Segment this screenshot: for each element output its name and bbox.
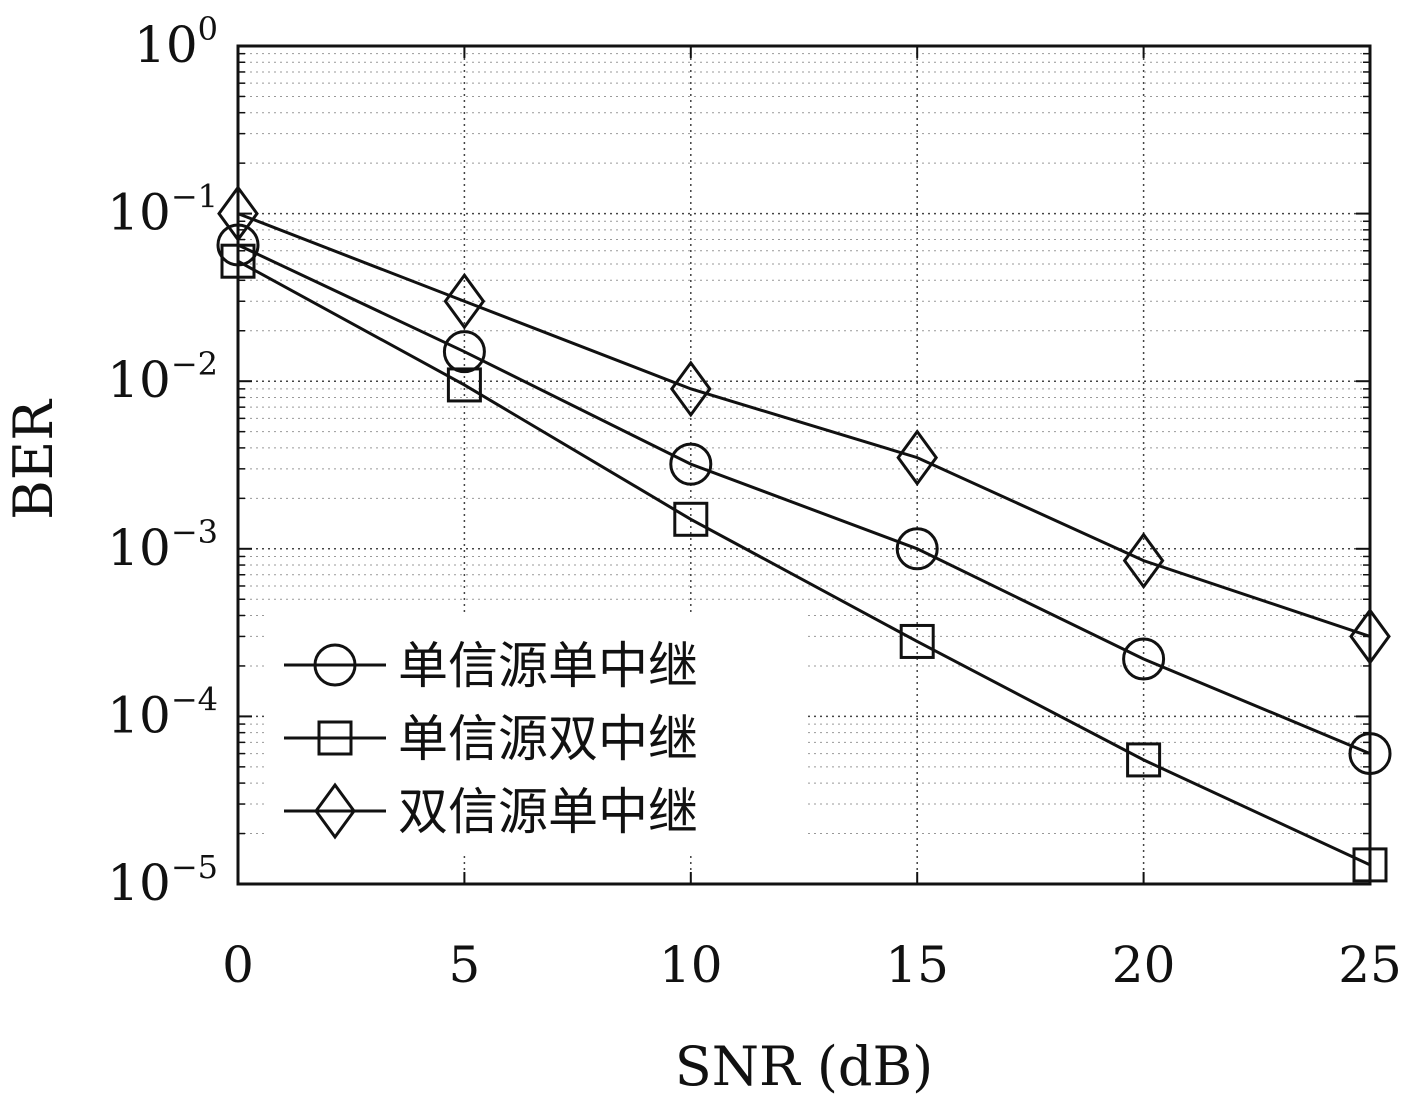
data-point-square	[1352, 847, 1388, 883]
data-point-circle	[895, 527, 939, 571]
x-tick-label: 10	[659, 936, 723, 994]
x-tick-label: 5	[448, 936, 480, 994]
data-point-square	[220, 243, 256, 279]
data-point-diamond	[1122, 532, 1165, 590]
x-tick-label: 25	[1338, 936, 1402, 994]
data-point-square	[1126, 742, 1162, 778]
axis-ticks	[237, 45, 1371, 885]
y-tick-labels: 100 10−1 10−2 10−3 10−4 10−5	[107, 10, 218, 912]
y-tick-label: 10−1	[107, 178, 218, 242]
y-tick-label: 10−2	[107, 345, 218, 409]
series-diamond	[217, 185, 1391, 665]
data-point-square	[673, 501, 709, 537]
series-line	[237, 212, 1371, 638]
legend-marker-square	[317, 720, 353, 756]
series-circle	[216, 223, 1392, 776]
legend-label: 双信源单中继	[398, 783, 698, 841]
data-point-diamond	[443, 272, 486, 330]
x-tick-label: 20	[1112, 936, 1176, 994]
data-point-square	[446, 367, 482, 403]
data-point-diamond	[1349, 607, 1391, 665]
data-point-circle	[1348, 732, 1392, 776]
data-point-diamond	[896, 429, 939, 487]
legend-label: 单信源单中继	[398, 637, 698, 695]
legend-marker-diamond	[314, 782, 356, 840]
x-axis-label: SNR (dB)	[675, 1035, 933, 1098]
x-tick-label: 15	[885, 936, 949, 994]
legend-background	[268, 615, 808, 855]
series-group	[216, 185, 1392, 883]
data-point-circle	[1122, 637, 1166, 681]
legend-marker-circle	[313, 643, 357, 687]
y-tick-label: 10−3	[107, 513, 218, 577]
data-point-diamond	[217, 185, 259, 243]
plot-frame	[236, 44, 1372, 886]
y-tick-label: 10−4	[107, 680, 218, 744]
series-square	[220, 243, 1388, 883]
y-tick-label: 10−5	[107, 848, 218, 912]
series-line	[237, 259, 1371, 867]
series-line	[237, 243, 1371, 755]
x-tick-labels: 0 5 10 15 20 25	[222, 936, 1402, 994]
data-point-square	[899, 623, 935, 659]
data-point-circle	[216, 223, 260, 267]
legend-label: 单信源双中继	[398, 710, 698, 768]
data-point-circle	[669, 442, 713, 486]
x-tick-label: 0	[222, 936, 254, 994]
data-point-circle	[442, 330, 486, 374]
y-tick-label: 100	[134, 10, 218, 74]
y-axis-label: BER	[2, 399, 65, 520]
data-point-diamond	[669, 360, 712, 418]
